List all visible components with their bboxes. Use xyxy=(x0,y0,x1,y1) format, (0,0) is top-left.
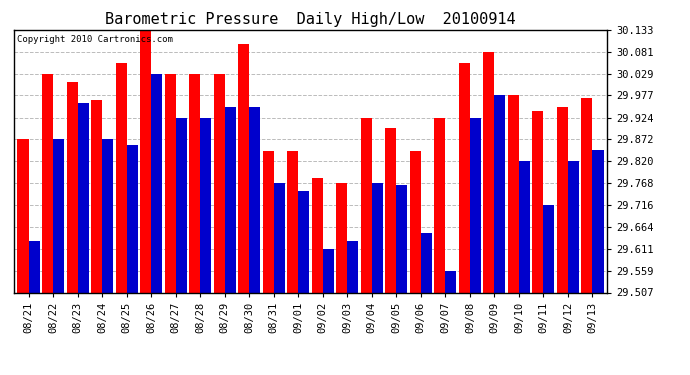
Bar xyxy=(91,100,102,292)
Bar xyxy=(176,118,187,292)
Bar xyxy=(470,118,481,292)
Bar xyxy=(274,183,285,292)
Bar xyxy=(115,63,126,292)
Bar xyxy=(225,107,236,292)
Bar xyxy=(533,111,544,292)
Bar xyxy=(53,140,64,292)
Bar xyxy=(214,74,225,292)
Bar xyxy=(298,190,309,292)
Bar xyxy=(263,151,274,292)
Bar xyxy=(544,205,555,292)
Bar xyxy=(42,74,53,292)
Title: Barometric Pressure  Daily High/Low  20100914: Barometric Pressure Daily High/Low 20100… xyxy=(105,12,516,27)
Bar xyxy=(249,107,260,292)
Bar xyxy=(102,140,113,292)
Bar xyxy=(396,185,407,292)
Bar xyxy=(140,30,151,292)
Bar xyxy=(508,95,519,292)
Text: Copyright 2010 Cartronics.com: Copyright 2010 Cartronics.com xyxy=(17,35,172,44)
Bar xyxy=(459,63,470,292)
Bar xyxy=(385,128,396,292)
Bar xyxy=(434,118,445,292)
Bar xyxy=(421,232,432,292)
Bar xyxy=(593,150,604,292)
Bar xyxy=(126,146,137,292)
Bar xyxy=(372,183,383,292)
Bar xyxy=(582,98,593,292)
Bar xyxy=(495,95,506,292)
Bar xyxy=(77,102,88,292)
Bar xyxy=(484,52,495,292)
Bar xyxy=(323,249,334,292)
Bar xyxy=(347,241,358,292)
Bar xyxy=(336,183,347,292)
Bar xyxy=(410,151,421,292)
Bar xyxy=(287,151,298,292)
Bar xyxy=(66,82,77,292)
Bar xyxy=(17,140,28,292)
Bar xyxy=(312,178,323,292)
Bar xyxy=(361,118,372,292)
Bar xyxy=(28,241,39,292)
Bar xyxy=(200,118,211,292)
Bar xyxy=(165,74,176,292)
Bar xyxy=(238,44,249,292)
Bar xyxy=(151,74,162,292)
Bar xyxy=(568,161,579,292)
Bar xyxy=(445,271,456,292)
Bar xyxy=(557,107,568,292)
Bar xyxy=(519,161,530,292)
Bar xyxy=(189,74,200,292)
